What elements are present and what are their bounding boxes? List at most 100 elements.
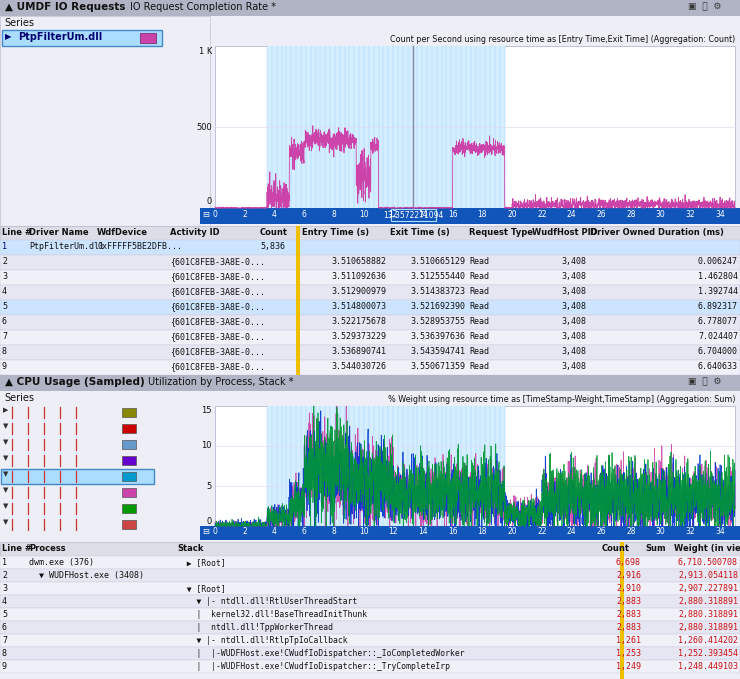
Text: 3.514383723: 3.514383723 — [410, 287, 465, 296]
Text: 12: 12 — [388, 210, 398, 219]
Bar — [0, 391, 740, 679]
Bar — [215, 46, 735, 208]
Text: 24: 24 — [567, 527, 576, 536]
Text: 6,710.500708: 6,710.500708 — [678, 558, 738, 567]
Bar — [0, 582, 740, 595]
Text: PtpFilterUm.dll: PtpFilterUm.dll — [18, 32, 102, 42]
Bar — [122, 520, 136, 529]
Text: ▶: ▶ — [5, 32, 12, 41]
Text: 3.522175678: 3.522175678 — [331, 317, 386, 326]
Text: {601C8FEB-3A8E-0...: {601C8FEB-3A8E-0... — [170, 302, 265, 311]
Bar — [140, 33, 156, 43]
Text: 7: 7 — [2, 636, 7, 645]
Text: 1,253: 1,253 — [616, 649, 641, 658]
Text: 2,907.227891: 2,907.227891 — [678, 584, 738, 593]
Text: 3.529373229: 3.529373229 — [331, 332, 386, 341]
Text: 3.512555440: 3.512555440 — [410, 272, 465, 281]
Text: Read: Read — [469, 362, 489, 371]
Bar — [0, 647, 740, 660]
Text: 6: 6 — [302, 210, 306, 219]
Text: Series: Series — [4, 393, 34, 403]
Text: 1: 1 — [2, 242, 7, 251]
Text: 2,883: 2,883 — [616, 610, 641, 619]
Text: 20: 20 — [508, 210, 517, 219]
Text: {601C8FEB-3A8E-0...: {601C8FEB-3A8E-0... — [170, 347, 265, 356]
Text: Utilization by Process, Stack *: Utilization by Process, Stack * — [148, 377, 294, 387]
Text: |  kernel32.dll!BaseThreadInitThunk: | kernel32.dll!BaseThreadInitThunk — [177, 610, 367, 619]
Text: ▲ UMDF IO Requests: ▲ UMDF IO Requests — [5, 2, 126, 12]
Text: 28: 28 — [626, 527, 636, 536]
Text: Process: Process — [29, 544, 66, 553]
Text: 2,910: 2,910 — [616, 584, 641, 593]
Text: 3,408: 3,408 — [561, 317, 586, 326]
Text: 9: 9 — [2, 362, 7, 371]
Text: Driver Owned Duration (ms): Driver Owned Duration (ms) — [590, 228, 724, 237]
Text: 34: 34 — [716, 527, 725, 536]
Text: 3.510665129: 3.510665129 — [410, 257, 465, 266]
Bar — [0, 360, 740, 375]
Text: 34: 34 — [716, 210, 725, 219]
Text: 4: 4 — [272, 527, 277, 536]
Text: 26: 26 — [596, 210, 606, 219]
Bar — [200, 208, 740, 224]
Text: Read: Read — [469, 272, 489, 281]
Text: 12: 12 — [388, 527, 398, 536]
Text: 0: 0 — [212, 527, 218, 536]
Text: 3.511092636: 3.511092636 — [331, 272, 386, 281]
Text: 6,698: 6,698 — [616, 558, 641, 567]
Text: 32: 32 — [686, 210, 696, 219]
Bar — [215, 406, 735, 526]
Text: 5: 5 — [206, 482, 212, 491]
Bar — [122, 424, 136, 433]
Text: ▶ [Root]: ▶ [Root] — [177, 558, 226, 567]
Bar — [0, 0, 740, 16]
Text: ▼ WUDFHost.exe (3408): ▼ WUDFHost.exe (3408) — [29, 571, 144, 580]
Text: Count per Second using resource time as [Entry Time,Exit Time] (Aggregation: Cou: Count per Second using resource time as … — [390, 35, 735, 44]
Text: 10: 10 — [359, 210, 369, 219]
Bar — [1, 469, 154, 484]
Text: 8: 8 — [2, 347, 7, 356]
Text: ▼: ▼ — [3, 519, 8, 525]
Text: ▼ [Root]: ▼ [Root] — [177, 584, 226, 593]
Text: 1,260.414202: 1,260.414202 — [678, 636, 738, 645]
Bar — [391, 209, 437, 221]
Text: 10: 10 — [201, 441, 212, 450]
Text: Weight (in view) (...): Weight (in view) (...) — [674, 544, 740, 553]
Text: 4: 4 — [2, 597, 7, 606]
Text: 1,248.449103: 1,248.449103 — [678, 662, 738, 671]
Text: 2: 2 — [2, 257, 7, 266]
Text: ▼: ▼ — [3, 487, 8, 493]
Bar — [0, 255, 740, 270]
Text: IO Request Completion Rate *: IO Request Completion Rate * — [130, 2, 276, 12]
Text: 1,252.393454: 1,252.393454 — [678, 649, 738, 658]
Text: dwm.exe (376): dwm.exe (376) — [29, 558, 94, 567]
Text: 26: 26 — [596, 527, 606, 536]
Bar — [0, 270, 740, 285]
Bar — [0, 569, 740, 582]
Text: {601C8FEB-3A8E-0...: {601C8FEB-3A8E-0... — [170, 332, 265, 341]
Text: 13.3572271094: 13.3572271094 — [383, 211, 444, 220]
Bar — [0, 660, 740, 673]
Bar — [122, 472, 136, 481]
Text: 16: 16 — [448, 210, 457, 219]
Text: ▼: ▼ — [3, 423, 8, 429]
Text: 22: 22 — [537, 527, 547, 536]
Text: 3.544030726: 3.544030726 — [331, 362, 386, 371]
Text: |  ntdll.dll!TppWorkerThread: | ntdll.dll!TppWorkerThread — [177, 623, 333, 632]
Text: 0xFFFFF5BE2DFB...: 0xFFFFF5BE2DFB... — [97, 242, 182, 251]
Text: 1,261: 1,261 — [616, 636, 641, 645]
Text: 3.512900979: 3.512900979 — [331, 287, 386, 296]
Text: 18: 18 — [478, 527, 487, 536]
Text: 14: 14 — [418, 210, 428, 219]
Bar — [0, 595, 740, 608]
Text: 20: 20 — [508, 527, 517, 536]
Bar — [0, 345, 740, 360]
Text: 0: 0 — [206, 197, 212, 206]
Text: Request Type: Request Type — [469, 228, 533, 237]
Bar — [0, 608, 740, 621]
Text: 3.543594741: 3.543594741 — [410, 347, 465, 356]
Text: Read: Read — [469, 302, 489, 311]
Bar — [200, 526, 740, 540]
Text: {601C8FEB-3A8E-0...: {601C8FEB-3A8E-0... — [170, 272, 265, 281]
Text: {601C8FEB-3A8E-0...: {601C8FEB-3A8E-0... — [170, 317, 265, 326]
